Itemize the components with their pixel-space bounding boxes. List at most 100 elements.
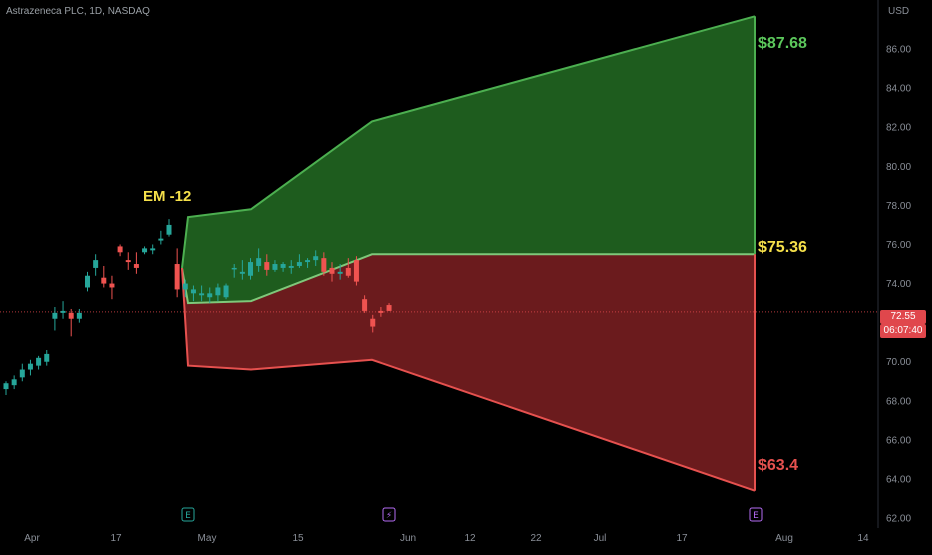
candle-body <box>296 262 302 266</box>
candle <box>272 260 278 272</box>
y-tick-label: 68.00 <box>886 396 911 407</box>
candle <box>166 219 172 237</box>
y-tick-label: 74.00 <box>886 279 911 290</box>
y-tick-label: 78.00 <box>886 201 911 212</box>
candle <box>109 275 115 300</box>
candle <box>239 260 245 280</box>
last-price-countdown: 06:07:40 <box>880 324 926 338</box>
y-tick-label: 86.00 <box>886 45 911 56</box>
candle-body <box>305 260 311 263</box>
y-tick-label: 64.00 <box>886 474 911 485</box>
x-tick-label: Aug <box>775 533 793 544</box>
event-marker-label: E <box>185 511 191 521</box>
candle-body <box>142 248 148 253</box>
event-marker-label: E <box>753 511 759 521</box>
candle <box>117 244 123 257</box>
candle <box>305 258 311 268</box>
candle-body <box>190 289 196 294</box>
upper-band-edge <box>181 15 756 269</box>
candle <box>353 256 359 286</box>
candle <box>215 283 221 302</box>
last-price-value: 72.55 <box>880 310 926 324</box>
candle-body <box>76 312 82 319</box>
candle-body <box>11 379 17 386</box>
bands-layer <box>0 15 878 492</box>
y-tick-label: 66.00 <box>886 435 911 446</box>
candle <box>142 246 148 255</box>
candle-body <box>256 258 262 266</box>
event-marker: E <box>181 507 195 522</box>
candle-body <box>133 264 139 268</box>
y-tick-label: 84.00 <box>886 84 911 95</box>
candle <box>76 308 82 323</box>
candle <box>362 295 368 313</box>
candle <box>264 254 270 276</box>
x-tick-label: 17 <box>110 533 122 544</box>
candle <box>321 252 327 276</box>
candle-body <box>3 383 9 390</box>
candle <box>133 252 139 274</box>
axis-layer: 62.0064.0066.0068.0070.0072.0074.0076.00… <box>24 0 911 544</box>
candle-body <box>109 283 115 288</box>
candle <box>370 314 376 333</box>
candle-body <box>117 246 123 253</box>
x-tick-label: Jul <box>594 533 607 544</box>
x-tick-label: Apr <box>24 533 40 544</box>
candle <box>158 230 164 245</box>
annotation-label: EM -12 <box>143 188 191 205</box>
chart-title: Astrazeneca PLC, 1D, NASDAQ <box>6 6 150 17</box>
candle-body <box>166 224 172 235</box>
currency-unit: USD <box>888 6 910 17</box>
x-tick-label: 15 <box>292 533 304 544</box>
candle <box>345 258 351 278</box>
y-tick-label: 70.00 <box>886 357 911 368</box>
candle-body <box>345 267 351 276</box>
candle-body <box>353 260 359 282</box>
upper-band-fill <box>182 16 755 304</box>
event-marker-label: ⚡ <box>386 511 392 521</box>
event-marker: E <box>749 507 763 522</box>
candle <box>386 303 392 311</box>
candle-body <box>378 310 384 313</box>
candle-body <box>44 353 50 362</box>
annotation-label: $75.36 <box>758 239 807 256</box>
candle <box>231 264 237 278</box>
candle <box>223 283 229 300</box>
candle-body <box>27 363 33 370</box>
candle-body <box>337 271 343 274</box>
candle-body <box>329 267 335 274</box>
candle-body <box>199 293 205 296</box>
candle-body <box>313 256 319 261</box>
candle-body <box>362 299 368 311</box>
candle <box>207 287 213 304</box>
candle-body <box>174 264 180 290</box>
lower-band-edge <box>181 267 756 492</box>
candle <box>52 307 58 331</box>
candle-body <box>231 267 237 270</box>
candle <box>93 254 99 276</box>
candle-body <box>248 262 253 276</box>
candle <box>19 363 25 382</box>
candle <box>27 359 33 376</box>
candle <box>329 262 335 282</box>
candle <box>337 264 343 280</box>
candle-body <box>223 285 229 298</box>
candle-body <box>125 260 131 263</box>
candle <box>190 285 196 302</box>
candle <box>101 265 107 288</box>
candle-body <box>36 357 42 366</box>
x-tick-label: 14 <box>857 533 869 544</box>
x-tick-label: May <box>198 533 217 544</box>
candle <box>68 308 74 337</box>
candle-body <box>239 271 245 274</box>
candle-body <box>386 305 392 311</box>
candle <box>313 250 319 266</box>
middle-band-edge <box>181 253 755 305</box>
candle <box>85 271 90 292</box>
candle <box>288 260 294 274</box>
candle-body <box>68 312 74 319</box>
event-marker: ⚡ <box>382 507 396 522</box>
annotations-layer: EM -12 $87.68 $75.36 $63.4 E ⚡ E <box>143 35 807 522</box>
